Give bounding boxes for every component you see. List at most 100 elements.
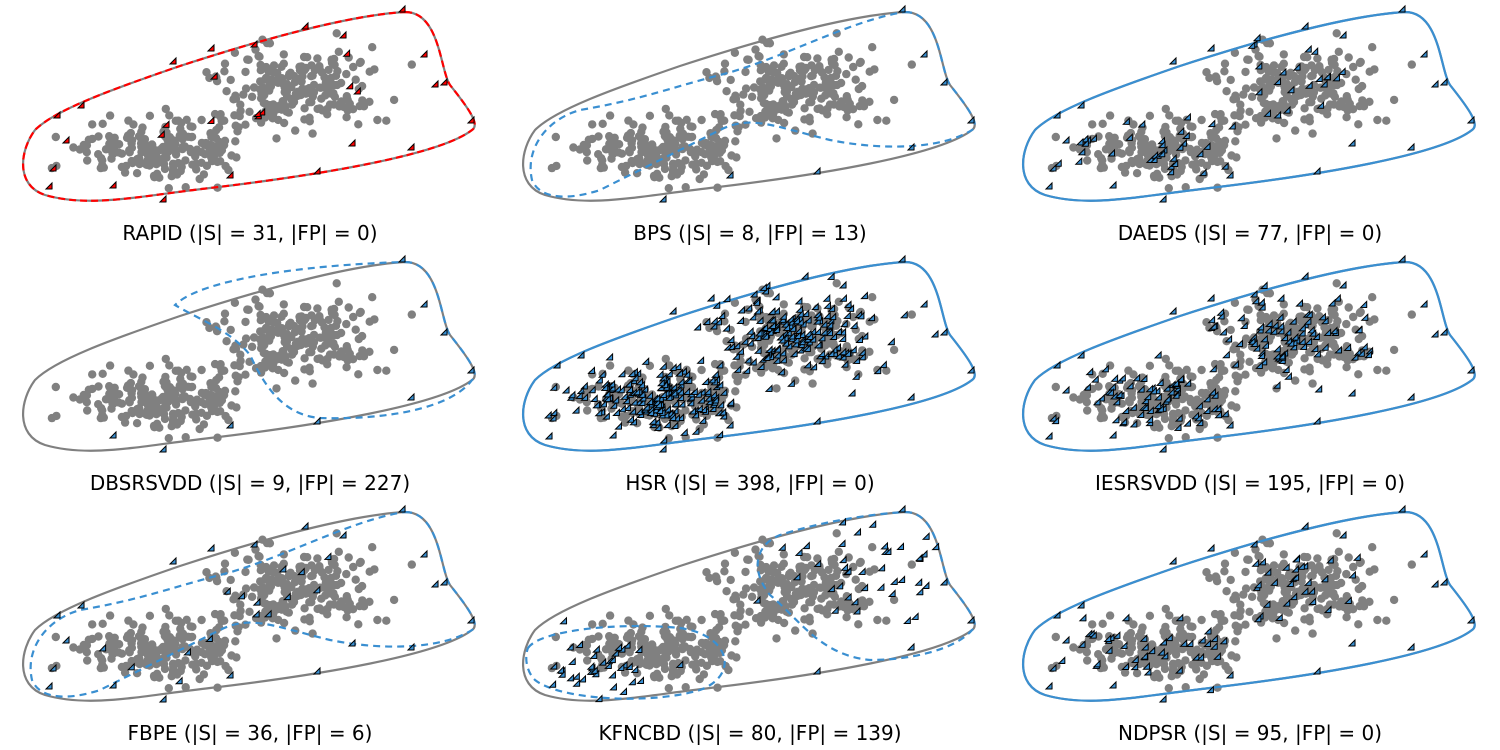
estimated-boundary	[522, 260, 976, 452]
support-vector	[812, 166, 821, 175]
support-vector	[1140, 642, 1149, 651]
estimated-boundary	[22, 10, 476, 202]
data-point	[365, 347, 374, 356]
data-point	[813, 54, 822, 63]
data-point	[772, 634, 781, 643]
data-point	[865, 597, 874, 606]
data-point	[256, 344, 266, 353]
support-vector	[655, 406, 664, 414]
data-point	[1354, 120, 1363, 129]
support-vector	[670, 421, 679, 430]
support-vector	[726, 335, 735, 344]
data-point	[1157, 157, 1166, 167]
data-point	[351, 325, 360, 334]
data-point	[832, 279, 841, 288]
support-vector	[1353, 553, 1361, 561]
support-vector	[910, 612, 919, 620]
data-point	[247, 342, 257, 351]
support-vector	[1076, 350, 1085, 359]
support-vector	[1326, 555, 1334, 564]
data-point	[1344, 53, 1353, 62]
support-vector	[778, 348, 787, 357]
data-point	[1256, 118, 1266, 127]
data-point	[731, 621, 740, 630]
support-vector	[826, 349, 835, 358]
support-vector	[252, 597, 261, 606]
support-vector	[760, 323, 769, 332]
data-point	[829, 554, 839, 564]
data-point	[157, 644, 166, 653]
data-point	[681, 156, 690, 165]
support-vector	[1251, 559, 1260, 567]
support-vector	[206, 116, 215, 124]
support-vector	[1312, 666, 1321, 675]
data-point	[307, 572, 316, 581]
data-point	[833, 66, 842, 76]
support-vector	[1157, 140, 1166, 149]
support-vector	[609, 682, 617, 691]
data-point	[1245, 107, 1254, 117]
data-point	[842, 613, 851, 622]
support-vector	[817, 333, 826, 342]
data-point	[749, 583, 759, 592]
support-vector	[572, 672, 580, 680]
data-point	[51, 132, 60, 142]
data-point	[1231, 594, 1241, 603]
data-point	[731, 94, 741, 103]
support-vector	[466, 115, 475, 124]
support-vector	[1147, 646, 1156, 655]
data-point	[722, 587, 731, 596]
data-point	[1307, 61, 1316, 70]
data-point	[138, 373, 147, 382]
data-point	[280, 587, 289, 597]
data-point	[605, 361, 615, 370]
support-vector	[312, 585, 321, 594]
support-vector	[796, 317, 804, 326]
data-point	[230, 298, 240, 307]
support-vector	[1252, 343, 1261, 352]
support-vector	[867, 313, 876, 322]
support-vector	[691, 410, 699, 419]
support-vector	[1051, 416, 1060, 425]
support-vector	[840, 359, 849, 368]
data-point	[1181, 683, 1190, 692]
support-vector	[829, 332, 838, 341]
support-vector	[548, 413, 557, 422]
support-vector	[1077, 640, 1086, 648]
panel-title: RAPID (|S| = 31, |FP| = 0)	[122, 221, 377, 245]
data-point	[342, 113, 351, 122]
data-point	[355, 58, 365, 68]
data-point	[303, 53, 312, 62]
data-point	[1247, 592, 1257, 601]
data-point	[1230, 48, 1240, 57]
data-point	[569, 143, 578, 152]
support-vector	[711, 395, 719, 404]
data-point	[657, 657, 666, 667]
support-vector	[1209, 364, 1217, 373]
data-point	[1236, 600, 1245, 609]
data-point	[301, 335, 311, 344]
support-vector	[812, 666, 821, 675]
data-point	[213, 407, 222, 417]
data-point	[222, 337, 231, 346]
data-point	[702, 568, 711, 577]
support-vector	[654, 400, 662, 409]
data-point	[326, 589, 336, 598]
data-point	[1373, 615, 1382, 625]
support-vector	[860, 583, 869, 592]
data-point	[272, 384, 281, 393]
support-vector	[609, 401, 618, 409]
data-point	[720, 636, 730, 645]
data-point	[114, 640, 124, 649]
data-point	[324, 65, 333, 75]
data-point	[747, 592, 757, 601]
data-point	[231, 94, 241, 103]
support-vector	[608, 430, 617, 439]
data-point	[305, 98, 314, 107]
data-point	[596, 163, 605, 173]
support-vector	[626, 415, 635, 423]
support-vector	[1319, 79, 1328, 88]
data-point	[1181, 183, 1190, 192]
data-point	[236, 106, 245, 116]
data-point	[98, 119, 107, 128]
